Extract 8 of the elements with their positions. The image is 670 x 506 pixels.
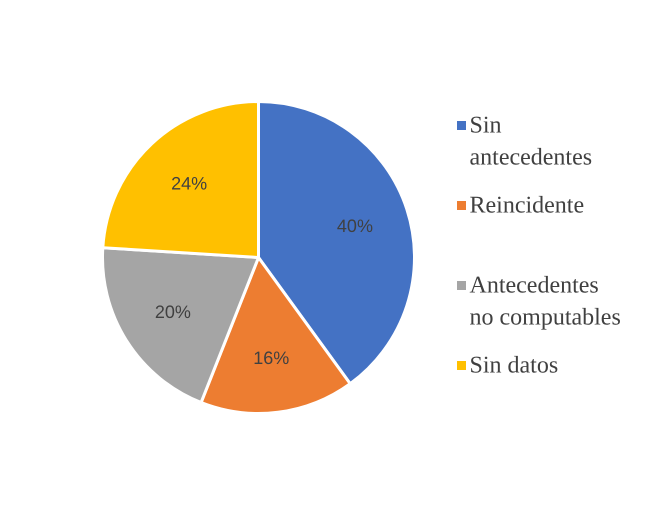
legend-label: Antecedentes no computables xyxy=(470,272,621,330)
data-label: 16% xyxy=(253,348,290,368)
data-label: 24% xyxy=(171,174,208,194)
data-label: 40% xyxy=(336,216,373,236)
legend-label: Reincidente xyxy=(470,192,584,218)
data-label: 20% xyxy=(154,302,191,322)
legend-label: Sin antecedentes xyxy=(470,112,592,170)
legend-label: Sin datos xyxy=(470,352,558,378)
